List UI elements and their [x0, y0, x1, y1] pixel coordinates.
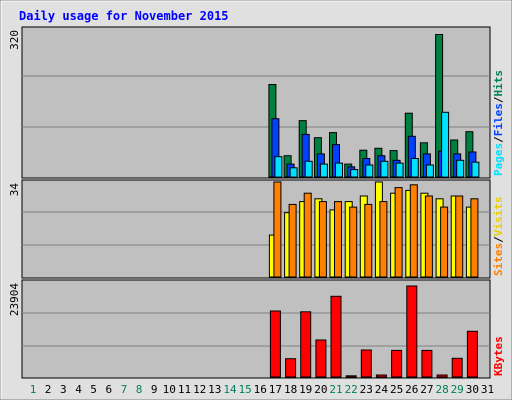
legend: Sites/Visits [492, 197, 505, 277]
panel-background [21, 179, 491, 279]
legend-separator: / [492, 236, 505, 243]
legend-files: Files [492, 103, 505, 136]
x-tick-label: 17 [269, 383, 282, 396]
legend-sites: Sites [492, 243, 505, 276]
bar-sites-day-26 [409, 184, 418, 278]
bar-kbytes-day-24 [375, 374, 387, 378]
x-tick-label: 25 [390, 383, 403, 396]
x-tick-label: 16 [254, 383, 267, 396]
bar-kbytes-day-30 [466, 330, 478, 378]
bar-pages-day-26 [410, 158, 419, 178]
legend: Pages/Files/Hits [492, 70, 505, 176]
x-tick-label: 19 [299, 383, 312, 396]
bar-kbytes-day-19 [300, 311, 312, 378]
bar-sites-day-30 [470, 198, 479, 278]
x-tick-label: 22 [345, 383, 358, 396]
x-tick-label: 13 [208, 383, 221, 396]
legend-pages: Pages [492, 143, 505, 176]
bar-kbytes-day-17 [269, 310, 281, 378]
bar-pages-day-23 [365, 164, 374, 178]
bar-kbytes-day-23 [360, 349, 372, 378]
bar-sites-day-17 [273, 181, 282, 278]
panel-2: 34 Sites/Visits [8, 179, 505, 279]
legend-separator: / [492, 96, 505, 103]
x-tick-label: 7 [121, 383, 128, 396]
y-max-label: 34 [8, 183, 21, 197]
bar-sites-day-23 [364, 203, 373, 278]
panel-3: 23904 KBytes [8, 279, 505, 379]
bar-pages-day-28 [441, 111, 450, 178]
bar-pages-day-18 [289, 167, 298, 178]
chart-title: Daily usage for November 2015 [19, 9, 229, 23]
bar-pages-day-24 [380, 160, 389, 178]
bar-pages-day-19 [304, 160, 313, 178]
x-tick-label: 23 [360, 383, 373, 396]
y-max-label: 320 [8, 30, 21, 50]
x-tick-label: 30 [466, 383, 479, 396]
bar-sites-day-29 [455, 195, 464, 278]
x-tick-label: 26 [405, 383, 418, 396]
bar-kbytes-day-18 [285, 358, 297, 378]
bar-kbytes-day-22 [345, 375, 357, 378]
bar-pages-day-27 [425, 164, 434, 178]
bar-kbytes-day-25 [391, 349, 403, 378]
legend-separator: / [492, 136, 505, 143]
x-tick-label: 1 [30, 383, 37, 396]
bar-sites-day-21 [334, 201, 342, 278]
bar-pages-day-22 [350, 169, 359, 178]
x-tick-label: 2 [45, 383, 52, 396]
bar-pages-day-17 [274, 156, 283, 178]
y-max-label: 23904 [8, 283, 21, 316]
x-tick-label: 12 [193, 383, 206, 396]
bar-kbytes-day-26 [406, 285, 418, 378]
legend-hits: Hits [492, 70, 505, 97]
x-tick-label: 6 [105, 383, 112, 396]
bar-kbytes-day-29 [451, 357, 463, 378]
x-tick-label: 5 [90, 383, 97, 396]
x-tick-label: 28 [435, 383, 448, 396]
bar-sites-day-19 [303, 192, 312, 278]
legend-kbytes: KBytes [492, 336, 505, 376]
bar-sites-day-25 [394, 187, 403, 278]
x-tick-label: 14 [223, 383, 237, 396]
x-tick-label: 29 [451, 383, 464, 396]
x-tick-label: 10 [163, 383, 176, 396]
bar-sites-day-18 [288, 203, 297, 278]
bar-pages-day-29 [456, 159, 465, 178]
legend-visits: Visits [492, 197, 505, 237]
panel-background [21, 26, 491, 179]
bar-kbytes-day-27 [421, 349, 433, 378]
x-tick-label: 3 [60, 383, 67, 396]
bar-pages-day-25 [395, 162, 404, 178]
x-tick-label: 24 [375, 383, 389, 396]
bar-sites-day-27 [424, 195, 433, 278]
bar-pages-day-20 [319, 163, 328, 178]
x-tick-label: 15 [238, 383, 251, 396]
bar-pages-day-30 [471, 161, 480, 178]
bar-pages-day-21 [335, 162, 343, 178]
bar-sites-day-24 [379, 201, 388, 278]
x-tick-label: 18 [284, 383, 297, 396]
bar-sites-day-28 [440, 206, 449, 278]
bar-sites-day-20 [318, 201, 327, 278]
x-tick-label: 8 [136, 383, 143, 396]
bar-kbytes-day-28 [436, 374, 448, 378]
x-tick-label: 4 [75, 383, 82, 396]
x-tick-label: 11 [178, 383, 191, 396]
bar-sites-day-22 [349, 206, 358, 278]
x-tick-label: 21 [329, 383, 342, 396]
bar-kbytes-day-21 [330, 295, 342, 378]
x-axis-labels: 1 2 3 4 5 6 7 8 9 10 11 12 13 14 15 16 17 18 19 20 21 22 23 24 2… [30, 383, 494, 396]
x-tick-label: 9 [151, 383, 158, 396]
x-tick-label: 31 [481, 383, 494, 396]
chart-panels: 320Pages/Files/Hits34Sites/Visits23904KB… [8, 26, 505, 379]
x-tick-label: 20 [314, 383, 327, 396]
bar-kbytes-day-20 [315, 339, 327, 378]
legend: KBytes [492, 336, 505, 376]
x-tick-label: 27 [420, 383, 433, 396]
panel-background [21, 279, 491, 379]
